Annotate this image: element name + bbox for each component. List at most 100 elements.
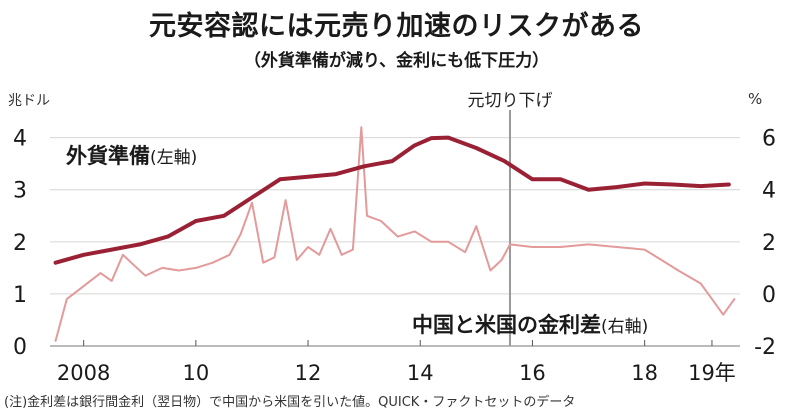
spread-point bbox=[733, 298, 735, 300]
reserves-point bbox=[195, 220, 197, 222]
reserves-point bbox=[223, 215, 225, 217]
reserves-point bbox=[363, 165, 365, 167]
spread-point bbox=[262, 262, 264, 264]
reserves-point bbox=[475, 147, 477, 149]
reserves-point bbox=[414, 144, 416, 147]
spread-point bbox=[464, 251, 466, 253]
spread-point bbox=[587, 243, 590, 246]
spread-point bbox=[380, 220, 382, 222]
series-labels: 外貨準備(左軸) 中国と米国の金利差(右軸) bbox=[66, 144, 648, 337]
right-tick-label: 6 bbox=[762, 127, 776, 152]
spread-point bbox=[251, 202, 253, 204]
reserves-point bbox=[111, 249, 113, 251]
spread-point bbox=[352, 249, 354, 251]
reserves-point bbox=[587, 189, 590, 191]
reserves-point bbox=[644, 182, 646, 185]
spread-point bbox=[307, 246, 309, 248]
x-tick-label: 2008 bbox=[57, 361, 110, 385]
spread-point bbox=[318, 254, 320, 256]
x-tick-label: 10 bbox=[182, 361, 209, 385]
left-tick-label: 0 bbox=[13, 335, 27, 360]
reserves-point bbox=[672, 183, 674, 186]
spread-point bbox=[660, 259, 663, 261]
series-lines bbox=[53, 126, 736, 342]
left-tick-label: 2 bbox=[13, 231, 27, 256]
reserves-label: 外貨準備(左軸) bbox=[66, 144, 197, 168]
spread-point bbox=[285, 199, 287, 201]
footnote: (注)金利差は銀行間金利（翌日物）で中国から米国を引いた値。QUICK・ファクト… bbox=[4, 395, 576, 410]
spread-point bbox=[414, 230, 416, 232]
right-tick-label: 2 bbox=[762, 231, 776, 256]
reserves-point bbox=[279, 178, 281, 180]
reserves-point bbox=[167, 236, 169, 238]
spread-point bbox=[133, 264, 135, 266]
spread-point bbox=[644, 249, 646, 251]
spread-point bbox=[711, 298, 713, 300]
reserves-point bbox=[503, 160, 505, 162]
spread-point bbox=[430, 241, 433, 243]
left-tick-label: 1 bbox=[13, 283, 27, 308]
reserves-point bbox=[55, 262, 57, 264]
spread-point bbox=[489, 269, 491, 272]
reserves-point bbox=[139, 243, 141, 246]
reserves-label-name: 外貨準備 bbox=[66, 144, 150, 168]
reserves-line bbox=[53, 135, 731, 265]
x-tick-label: 18 bbox=[631, 361, 658, 385]
spread-point bbox=[144, 275, 146, 277]
gridlines bbox=[50, 137, 740, 347]
reserves-point bbox=[430, 137, 433, 139]
spread-point bbox=[677, 269, 679, 272]
left-axis-unit: 兆ドル bbox=[8, 93, 50, 109]
reserves-point bbox=[728, 183, 730, 186]
spread-point bbox=[397, 236, 399, 238]
spread-point bbox=[111, 280, 113, 282]
chart-subtitle: （外貨準備が減り、金利にも低下圧力） bbox=[243, 51, 550, 71]
spread-point bbox=[722, 314, 724, 316]
reserves-point bbox=[391, 160, 393, 162]
spread-label: 中国と米国の金利差(右軸) bbox=[412, 313, 648, 337]
spread-point bbox=[122, 254, 124, 256]
reserves-label-axis: (左軸) bbox=[150, 148, 197, 168]
reserves-point bbox=[615, 186, 618, 188]
x-tick-label: 14 bbox=[407, 361, 434, 385]
spread-label-name: 中国と米国の金利差 bbox=[412, 313, 601, 337]
spread-point bbox=[83, 285, 85, 287]
reserves-point bbox=[531, 178, 534, 180]
x-tick-label: 12 bbox=[295, 361, 322, 385]
spread-point bbox=[500, 259, 503, 261]
left-tick-label: 3 bbox=[13, 179, 27, 204]
spread-point bbox=[161, 267, 163, 269]
reserves-point bbox=[307, 176, 309, 178]
spread-point bbox=[178, 269, 180, 272]
spread-point bbox=[273, 256, 275, 259]
spread-point bbox=[559, 246, 562, 248]
reserves-point bbox=[559, 178, 562, 180]
spread-point bbox=[212, 262, 214, 264]
left-tick-label: 4 bbox=[13, 127, 27, 152]
right-tick-label: 0 bbox=[762, 283, 776, 308]
spread-point bbox=[228, 254, 231, 256]
reserves-point bbox=[83, 254, 85, 256]
spread-point bbox=[66, 298, 68, 300]
spread-point bbox=[615, 246, 618, 248]
x-tick-label: 19年 bbox=[688, 361, 736, 385]
spread-point bbox=[531, 246, 534, 248]
spread-point bbox=[99, 272, 102, 274]
spread-point bbox=[55, 340, 57, 342]
spread-point bbox=[329, 228, 332, 230]
right-tick-label: -2 bbox=[754, 335, 776, 360]
spread-point bbox=[240, 233, 242, 235]
spread-point bbox=[341, 254, 343, 256]
spread-point bbox=[509, 243, 511, 246]
spread-point bbox=[195, 267, 197, 269]
reserves-point bbox=[335, 173, 337, 175]
spread-label-axis: (右軸) bbox=[601, 317, 648, 337]
reserves-point bbox=[251, 196, 253, 199]
reserves-point bbox=[447, 137, 449, 139]
x-tick-label: 16 bbox=[519, 361, 546, 385]
right-tick-label: 4 bbox=[762, 179, 776, 204]
spread-point bbox=[296, 259, 298, 261]
devaluation-label: 元切り下げ bbox=[468, 91, 553, 111]
